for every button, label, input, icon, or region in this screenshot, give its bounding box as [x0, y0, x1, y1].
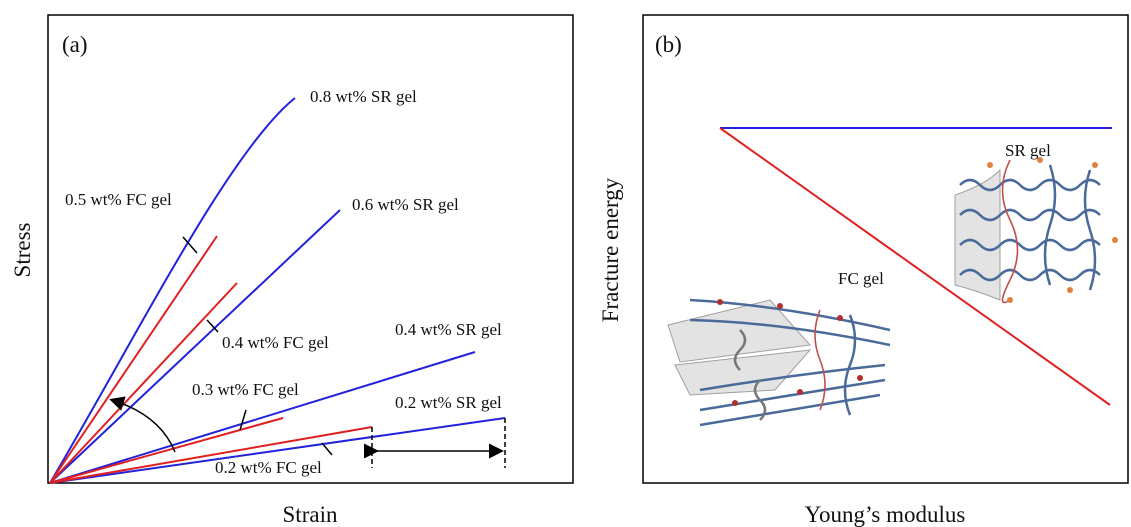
line-label: 0.8 wt% SR gel	[310, 87, 417, 106]
sr-network	[954, 157, 1118, 304]
line-label: 0.4 wt% SR gel	[395, 320, 502, 339]
x-axis-title: Young’s modulus	[805, 502, 966, 527]
y-axis-title: Fracture energy	[598, 177, 623, 322]
x-axis-title: Strain	[283, 502, 338, 527]
y-axis-title: Stress	[10, 222, 35, 277]
panel-label: (a)	[62, 32, 88, 57]
line-label: 0.5 wt% FC gel	[65, 190, 172, 209]
panel-b-frame	[642, 14, 1129, 484]
line-label: 0.2 wt% SR gel	[395, 393, 502, 412]
line-label: 0.3 wt% FC gel	[192, 380, 299, 399]
panel-label: (b)	[655, 32, 682, 57]
line-label: 0.2 wt% FC gel	[215, 458, 322, 477]
annotation: FC gel	[838, 269, 884, 288]
line-label: 0.6 wt% SR gel	[352, 195, 459, 214]
annotation: SR gel	[1005, 141, 1051, 160]
curves	[49, 97, 506, 484]
leaders	[109, 236, 506, 468]
panel-a-frame	[47, 14, 574, 484]
fc-network	[667, 298, 891, 427]
fc-trend	[719, 127, 1111, 406]
line-label: 0.4 wt% FC gel	[222, 333, 329, 352]
